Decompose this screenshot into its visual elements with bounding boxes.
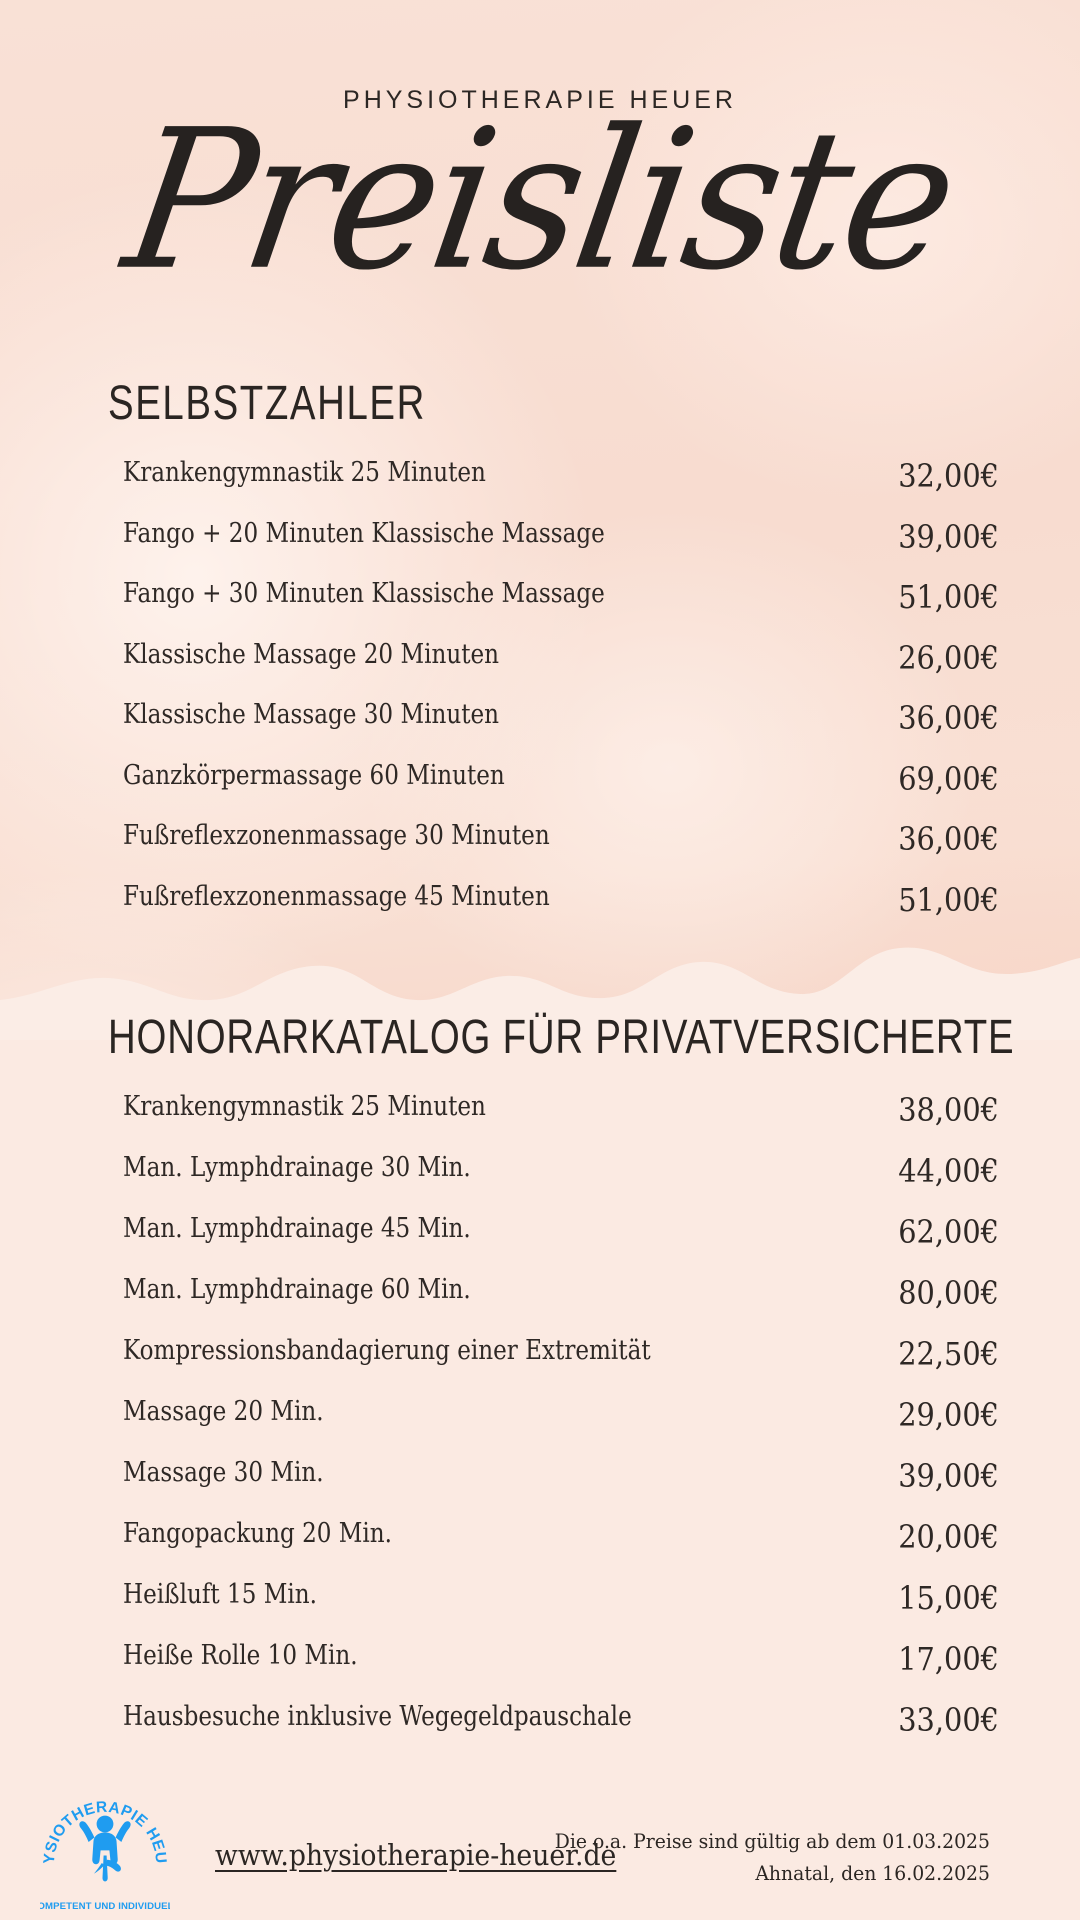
service-label: Klassische Massage 20 Minuten [123,638,500,670]
service-price: 17,00€ [898,1640,999,1678]
brand-name: PHYSIOTHERAPIE HEUER [343,86,737,114]
price-row: Hausbesuche inklusive Wegegeldpauschale … [0,1701,1080,1762]
service-label: Man. Lymphdrainage 45 Min. [123,1213,471,1244]
service-price: 36,00€ [898,820,999,858]
logo-figure-icon [79,1815,131,1882]
service-label: Kompressionsbandagierung einer Extremitä… [123,1335,651,1366]
price-row: Fangopackung 20 Min. 20,00€ [0,1518,1080,1579]
price-row: Man. Lymphdrainage 60 Min. 80,00€ [0,1274,1080,1335]
price-row: Man. Lymphdrainage 45 Min. 62,00€ [0,1213,1080,1274]
price-row: Kompressionsbandagierung einer Extremitä… [0,1335,1080,1396]
section-title: SELBSTZAHLER [108,377,426,430]
section-selbstzahler: SELBSTZAHLER Krankengymnastik 25 Minuten… [0,376,1080,941]
section-title: HONORARKATALOG FÜR PRIVATVERSICHERTE [108,1011,1015,1064]
service-price: 36,00€ [898,699,999,737]
section-honorarkatalog: HONORARKATALOG FÜR PRIVATVERSICHERTE Kra… [0,1010,1080,1762]
service-label: Fangopackung 20 Min. [123,1518,393,1549]
service-price: 15,00€ [898,1579,999,1617]
company-logo: PHYSIOTHERAPIE HEUER KOMPETENT UND INDIV… [30,1772,179,1920]
price-rows: Krankengymnastik 25 Minuten 32,00€ Fango… [0,457,1080,941]
price-row: Klassische Massage 30 Minuten 36,00€ [0,699,1080,760]
service-label: Fango + 30 Minuten Klassische Massage [123,578,605,609]
service-label: Hausbesuche inklusive Wegegeldpauschale [123,1701,632,1732]
price-row: Fango + 30 Minuten Klassische Massage 51… [0,578,1080,639]
price-rows: Krankengymnastik 25 Minuten 38,00€ Man. … [0,1091,1080,1762]
price-row: Fußreflexzonenmassage 45 Minuten 51,00€ [0,881,1080,942]
service-price: 80,00€ [898,1274,999,1312]
price-row: Klassische Massage 20 Minuten 26,00€ [0,639,1080,700]
service-price: 32,00€ [898,457,999,495]
service-price: 51,00€ [898,578,999,616]
service-price: 29,00€ [898,1396,999,1434]
website-link[interactable]: www.physiotherapie-heuer.de [215,1838,617,1872]
service-price: 33,00€ [898,1701,999,1739]
price-row: Fußreflexzonenmassage 30 Minuten 36,00€ [0,820,1080,881]
page-title: Preisliste [112,87,968,313]
service-label: Man. Lymphdrainage 30 Min. [123,1152,471,1183]
service-label: Ganzkörpermassage 60 Minuten [123,759,505,791]
poster-header: PHYSIOTHERAPIE HEUER Preisliste [0,86,1080,312]
price-row: Fango + 20 Minuten Klassische Massage 39… [0,518,1080,579]
price-row: Man. Lymphdrainage 30 Min. 44,00€ [0,1152,1080,1213]
price-row: Massage 30 Min. 39,00€ [0,1457,1080,1518]
service-price: 26,00€ [898,638,999,677]
price-row: Ganzkörpermassage 60 Minuten 69,00€ [0,760,1080,821]
service-label: Krankengymnastik 25 Minuten [123,457,486,488]
service-label: Heißluft 15 Min. [123,1579,317,1610]
service-price: 20,00€ [898,1518,999,1556]
service-label: Fango + 20 Minuten Klassische Massage [123,517,605,549]
service-label: Krankengymnastik 25 Minuten [123,1091,486,1122]
service-label: Fußreflexzonenmassage 45 Minuten [123,880,550,912]
service-price: 38,00€ [898,1091,999,1129]
validity-note: Die o.a. Preise sind gültig ab dem 01.03… [554,1829,990,1853]
service-label: Massage 30 Min. [123,1457,324,1488]
service-price: 22,50€ [898,1335,999,1373]
service-label: Man. Lymphdrainage 60 Min. [123,1274,471,1305]
footer-fineprint: Die o.a. Preise sind gültig ab dem 01.03… [555,1826,990,1889]
price-row: Krankengymnastik 25 Minuten 38,00€ [0,1091,1080,1152]
service-label: Heiße Rolle 10 Min. [123,1640,358,1671]
service-price: 62,00€ [898,1213,999,1251]
service-price: 44,00€ [898,1152,999,1190]
logo-tagline: KOMPETENT UND INDIVIDUELL [40,1901,170,1912]
service-price: 69,00€ [898,759,999,798]
service-price: 39,00€ [898,517,999,556]
service-label: Massage 20 Min. [123,1396,324,1427]
place-and-date: Ahnatal, den 16.02.2025 [755,1860,990,1885]
price-row: Heiße Rolle 10 Min. 17,00€ [0,1640,1080,1701]
service-price: 39,00€ [898,1457,999,1495]
service-label: Fußreflexzonenmassage 30 Minuten [123,820,550,851]
service-price: 51,00€ [898,880,999,919]
price-row: Krankengymnastik 25 Minuten 32,00€ [0,457,1080,518]
service-label: Klassische Massage 30 Minuten [123,699,500,730]
price-row: Massage 20 Min. 29,00€ [0,1396,1080,1457]
price-row: Heißluft 15 Min. 15,00€ [0,1579,1080,1640]
